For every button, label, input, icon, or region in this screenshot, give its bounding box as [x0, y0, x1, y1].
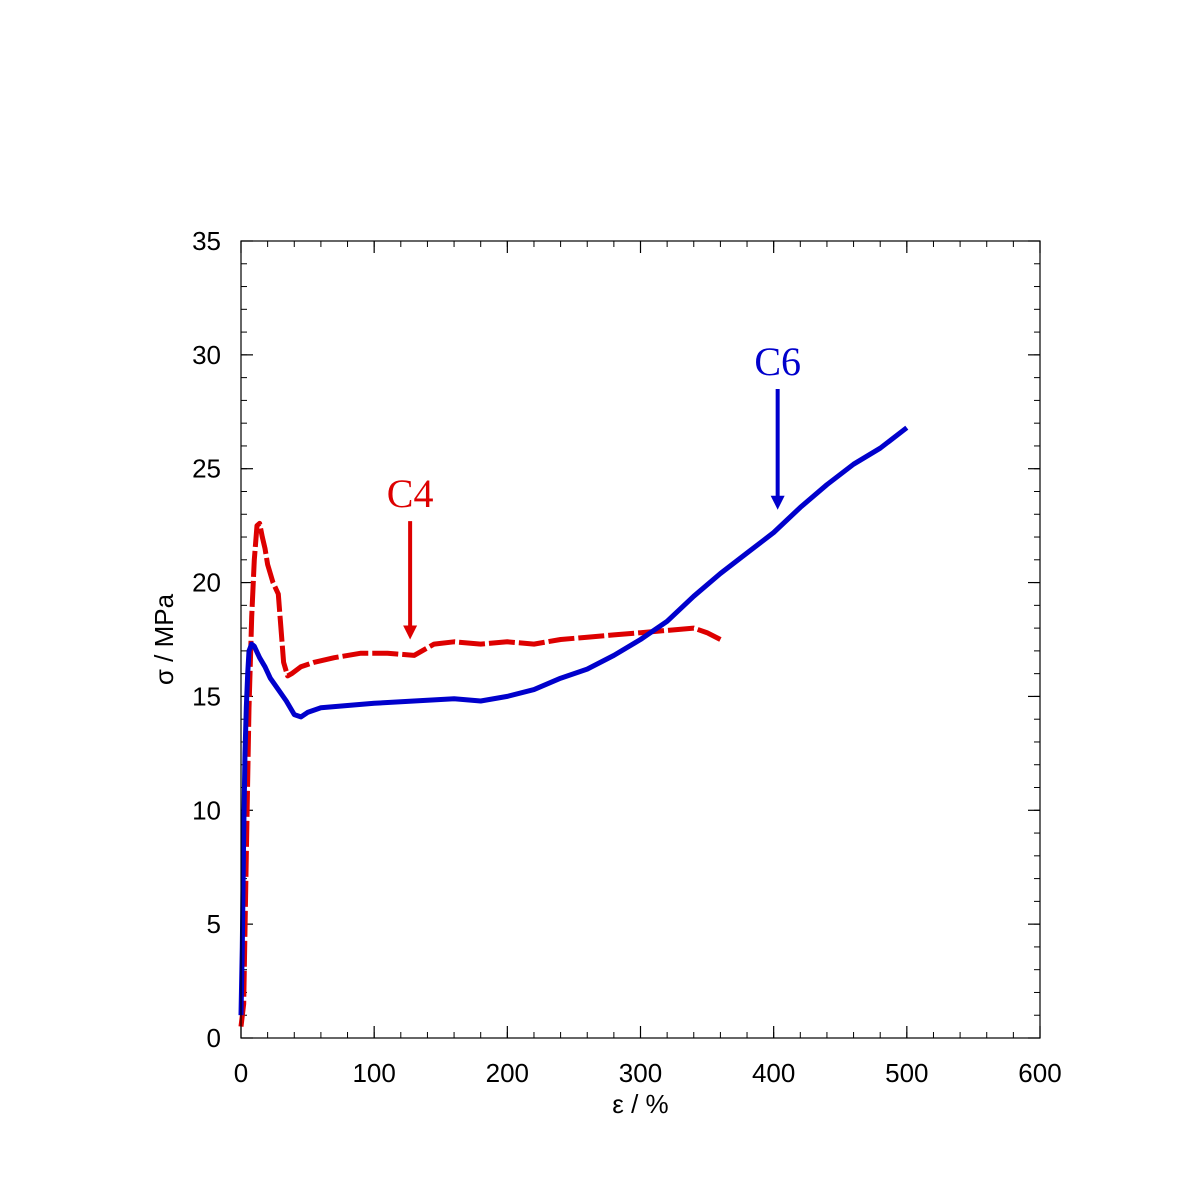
- y-tick-label: 20: [192, 568, 221, 598]
- annotation-label-c4: C4: [387, 471, 434, 516]
- y-tick-label: 0: [207, 1023, 221, 1053]
- x-tick-label: 300: [619, 1058, 662, 1088]
- annotation-label-c6: C6: [754, 339, 801, 384]
- x-tick-label: 100: [352, 1058, 395, 1088]
- x-tick-label: 600: [1018, 1058, 1061, 1088]
- annotation-arrow-head: [770, 495, 785, 510]
- plot-frame: [240, 240, 1041, 1039]
- series-line-c4: [238, 520, 722, 1027]
- y-axis-label: σ / MPa: [149, 593, 179, 685]
- x-tick-labels: 0 100 200 300 400 500 600: [234, 1058, 1062, 1088]
- annotation-layer: C4 C6: [387, 339, 801, 640]
- x-tick-label: 200: [486, 1058, 529, 1088]
- y-tick-label: 10: [192, 795, 221, 825]
- x-tick-label: 500: [885, 1058, 928, 1088]
- y-tick-label: 35: [192, 226, 221, 256]
- x-axis-label: ε / %: [612, 1089, 668, 1119]
- x-tick-label: 400: [752, 1058, 795, 1088]
- y-tick-label: 5: [207, 909, 221, 939]
- annotation-arrow-head: [403, 625, 418, 640]
- series-line-c6: [238, 425, 909, 1016]
- y-tick-label: 30: [192, 340, 221, 370]
- y-tick-label: 25: [192, 454, 221, 484]
- series-layer: [238, 425, 909, 1027]
- y-tick-labels: 0 5 10 15 20 25 30 35: [192, 226, 221, 1053]
- x-tick-label: 0: [234, 1058, 248, 1088]
- y-tick-label: 15: [192, 681, 221, 711]
